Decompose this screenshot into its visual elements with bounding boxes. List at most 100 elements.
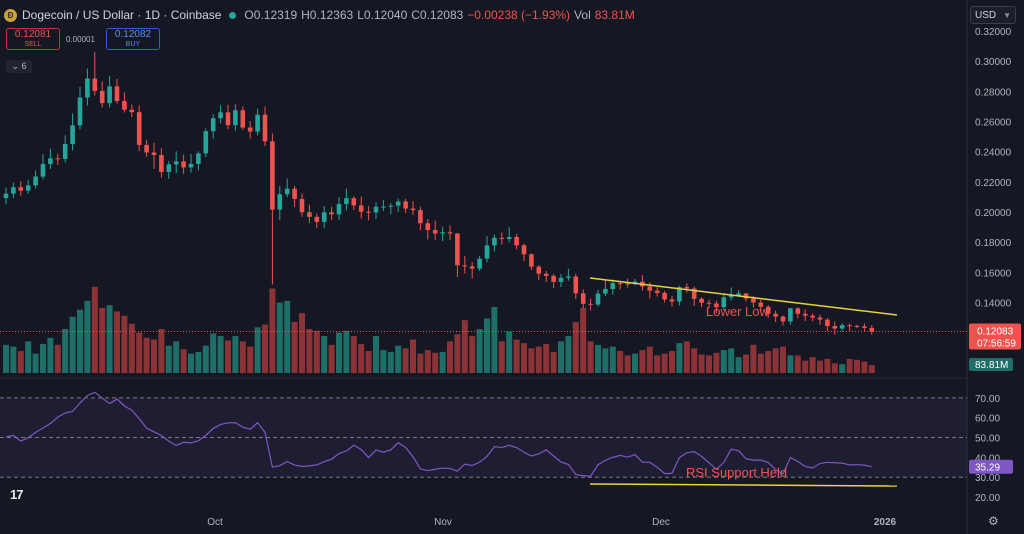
candle-body — [506, 236, 512, 239]
volume-bar — [432, 352, 439, 373]
candle-body — [188, 163, 194, 168]
volume-bar — [565, 336, 572, 373]
lower-low-trendline — [589, 277, 898, 316]
candle-body — [358, 205, 364, 212]
price-tick-label: 0.32000 — [975, 27, 1012, 38]
volume-bar — [698, 354, 705, 373]
candle-body — [136, 112, 142, 145]
rsi-line — [5, 391, 872, 477]
volume-bar — [173, 341, 180, 373]
volume-bar — [47, 337, 54, 373]
volume-bar — [528, 348, 535, 373]
volume-bar — [454, 334, 461, 373]
volume-bar — [646, 346, 653, 373]
countdown-label: 07:56:59 — [977, 339, 1016, 350]
candle-body — [728, 295, 734, 298]
candle-body — [669, 299, 675, 302]
volume-bar — [343, 330, 350, 373]
volume-bar — [195, 351, 202, 373]
volume-bar — [269, 288, 276, 373]
volume-bar — [136, 332, 143, 373]
candle-body — [381, 206, 386, 208]
candle-body — [85, 78, 90, 98]
volume-bar — [691, 348, 698, 373]
candle-body — [284, 188, 290, 195]
candle-body — [529, 254, 534, 267]
last-price-label: 0.12083 — [977, 327, 1014, 338]
volume-bar — [165, 345, 172, 373]
candles — [0, 52, 967, 335]
candle-body — [40, 164, 46, 177]
candle-body — [388, 205, 394, 207]
gear-icon[interactable]: ⚙ — [988, 514, 999, 528]
volume-bar — [358, 343, 365, 373]
volume-bar — [350, 336, 357, 373]
volume-bar — [617, 351, 624, 373]
candle-body — [196, 153, 201, 164]
rsi-support-label: RSI Support Held — [686, 465, 787, 480]
lower-low-label: Lower Low — [706, 304, 769, 319]
volume-bar — [40, 343, 46, 373]
volume-bar — [772, 348, 779, 373]
price-tick-label: 0.28000 — [975, 87, 1012, 98]
volume-bar — [572, 321, 579, 373]
candle-body — [159, 155, 164, 172]
candle-body — [366, 211, 371, 213]
volume-bar — [868, 365, 875, 373]
rsi-value-tag — [969, 459, 1013, 474]
candle-body — [654, 290, 660, 293]
candle-body — [33, 176, 38, 186]
candle-body — [558, 277, 564, 282]
candle-body — [551, 275, 556, 282]
volume-bar — [484, 318, 490, 373]
volume-bar — [602, 348, 609, 373]
candle-body — [107, 86, 112, 104]
axes — [0, 0, 968, 534]
volume-bar — [25, 341, 32, 373]
candle-body — [788, 308, 793, 322]
volume-bar — [114, 311, 120, 373]
indicators-toggle[interactable]: ⌄ 6 — [6, 60, 32, 73]
volume-bar — [639, 350, 646, 373]
candle-body — [321, 212, 327, 222]
buy-button[interactable]: 0.12082 BUY — [106, 28, 160, 50]
candle-body — [499, 237, 505, 239]
volume-bar — [402, 348, 409, 373]
symbol-title[interactable]: Dogecoin / US Dollar · 1D · Coinbase — [22, 8, 222, 22]
sell-button[interactable]: 0.12081 SELL — [6, 28, 60, 50]
candle-body — [447, 232, 453, 234]
volume-bar — [513, 339, 520, 373]
volume-bar — [595, 344, 601, 373]
volume-bar — [765, 351, 772, 373]
volume-bar — [380, 350, 387, 373]
candle-body — [299, 198, 305, 213]
candle-body — [580, 293, 586, 304]
candle-body — [610, 283, 616, 290]
rsi-value-label: 35.29 — [975, 463, 1000, 474]
volume-bar — [77, 309, 83, 373]
candle-body — [336, 204, 342, 215]
axis-labels: 0.32000 0.30000 0.28000 0.26000 0.24000 0.220… — [207, 27, 1021, 528]
candle-body — [403, 201, 408, 209]
annotations: Lower Low RSI Support Held — [589, 277, 898, 487]
candle-body — [344, 198, 349, 205]
candle-body — [255, 114, 260, 132]
candle-body — [617, 283, 623, 285]
volume-bar — [99, 307, 106, 373]
rsi-tick-label: 40.00 — [975, 453, 1000, 464]
candle-body — [77, 97, 83, 126]
volume-bar — [780, 346, 786, 373]
volume-bar — [580, 307, 587, 373]
candle-body — [543, 273, 549, 276]
volume-bar — [202, 345, 209, 373]
tradingview-logo[interactable]: 17 — [10, 487, 24, 502]
volume-bar — [535, 346, 542, 373]
rsi-pane — [0, 391, 967, 478]
volume-bar — [188, 353, 194, 373]
volume-bar — [306, 329, 313, 373]
volume-bar — [232, 336, 239, 373]
currency-selector[interactable]: USD ▼ — [970, 6, 1016, 24]
volume-bar — [550, 351, 557, 373]
candle-body — [166, 164, 172, 172]
